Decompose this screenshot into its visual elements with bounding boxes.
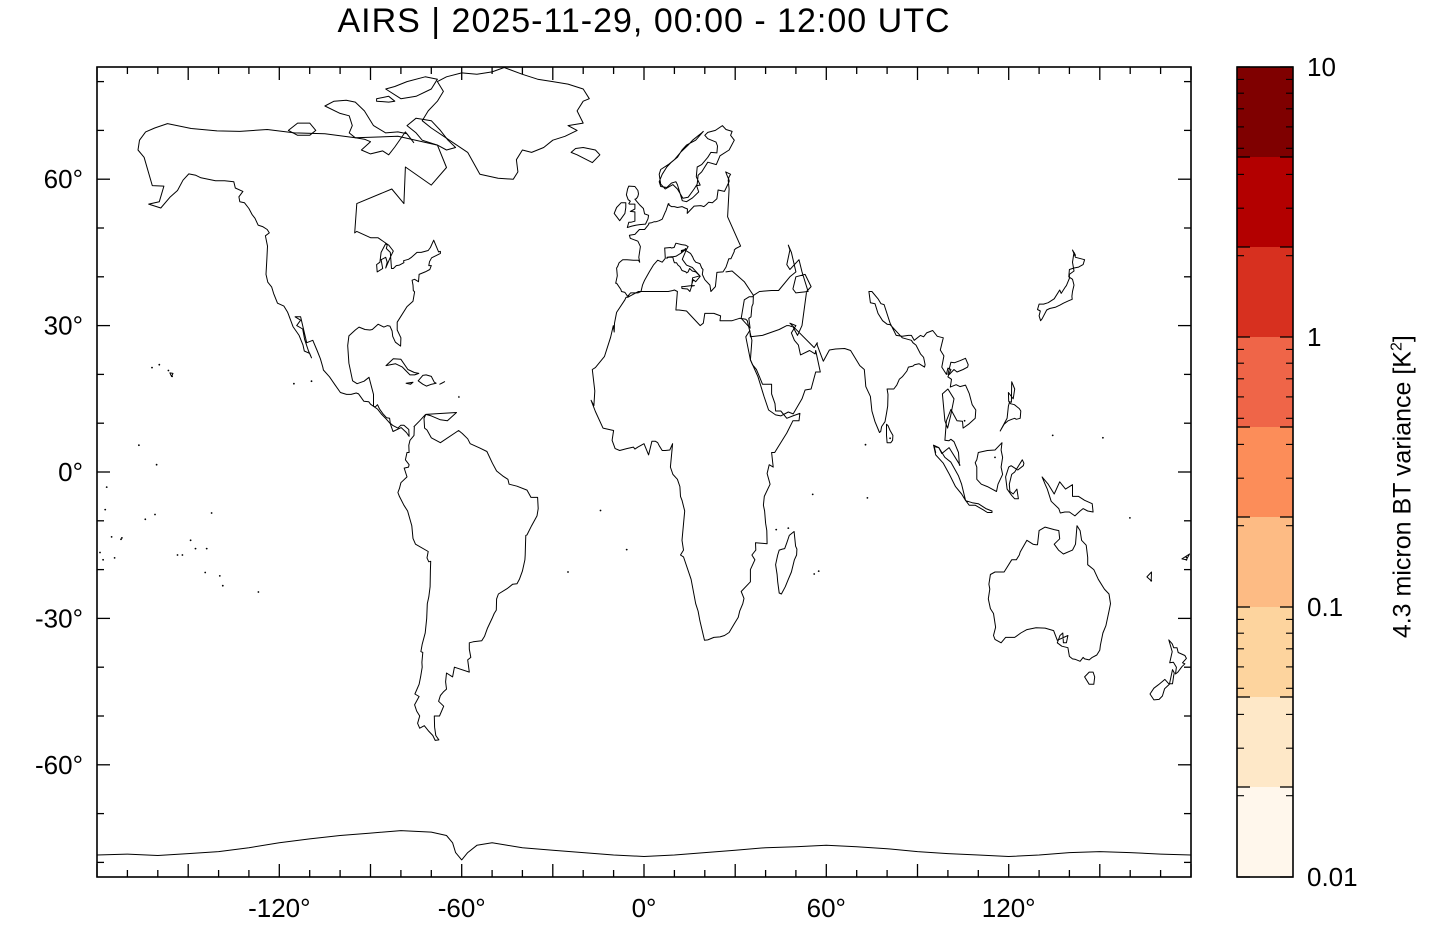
svg-text:0°: 0° xyxy=(58,457,83,487)
svg-text:0.01: 0.01 xyxy=(1307,862,1358,892)
svg-text:-60°: -60° xyxy=(35,750,83,780)
svg-text:10: 10 xyxy=(1307,52,1336,82)
svg-text:0.1: 0.1 xyxy=(1307,592,1343,622)
svg-text:-30°: -30° xyxy=(35,603,83,633)
svg-text:60°: 60° xyxy=(807,893,846,923)
svg-text:-60°: -60° xyxy=(438,893,486,923)
svg-text:1: 1 xyxy=(1307,322,1321,352)
svg-text:0°: 0° xyxy=(632,893,657,923)
svg-text:-120°: -120° xyxy=(248,893,310,923)
svg-text:60°: 60° xyxy=(44,164,83,194)
svg-text:120°: 120° xyxy=(982,893,1036,923)
svg-text:30°: 30° xyxy=(44,311,83,341)
